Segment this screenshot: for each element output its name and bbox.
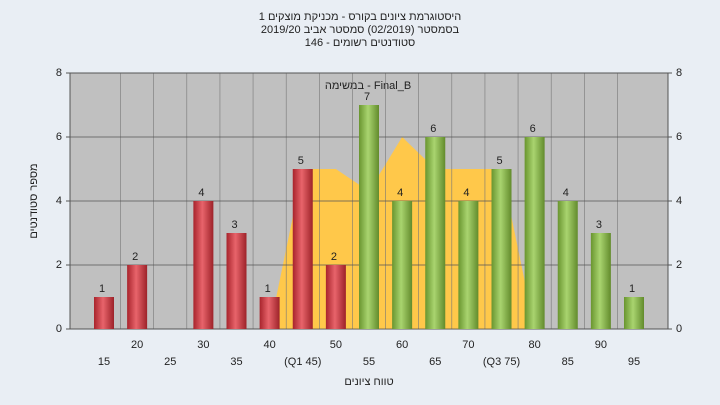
chart-title: היסטוגרמת ציונים בקורס - מכניקת מוצקים 1 <box>259 11 461 23</box>
bar <box>392 201 413 329</box>
data-label: 3 <box>596 219 602 231</box>
x-tick-label: 40 <box>264 339 276 351</box>
y-tick-label: 8 <box>56 67 62 79</box>
x-tick-label: 65 <box>429 356 441 368</box>
y2-tick-label: 0 <box>676 323 682 335</box>
y2-tick-label: 2 <box>676 259 682 271</box>
data-label: 7 <box>364 91 370 103</box>
x-tick-label: 20 <box>131 339 143 351</box>
x-tick-label: 80 <box>529 339 541 351</box>
bar <box>193 201 214 329</box>
bar <box>491 169 512 329</box>
x-tick-label: 35 <box>230 356 242 368</box>
x-tick-label: 70 <box>462 339 474 351</box>
y2-tick-label: 8 <box>676 67 682 79</box>
x-tick-label: 95 <box>628 356 640 368</box>
x-tick-label: (Q3 75) <box>483 356 520 368</box>
data-label: 6 <box>430 123 436 135</box>
bar <box>226 233 247 329</box>
y-tick-label: 2 <box>56 259 62 271</box>
data-label: 4 <box>463 187 469 199</box>
y-tick-label: 0 <box>56 323 62 335</box>
data-label: 5 <box>496 155 502 167</box>
data-label: 5 <box>298 155 304 167</box>
chart-subtitle: סטודנטים רשומים - 146 <box>305 37 416 49</box>
data-label: 1 <box>99 283 105 295</box>
x-tick-label: 15 <box>98 356 110 368</box>
x-tick-label: 50 <box>330 339 342 351</box>
data-label: 3 <box>231 219 237 231</box>
y-tick-label: 4 <box>56 195 62 207</box>
x-tick-label: 55 <box>363 356 375 368</box>
bar <box>524 137 545 329</box>
y2-tick-label: 6 <box>676 131 682 143</box>
x-axis-label: טווח ציונים <box>344 376 393 388</box>
x-tick-label: 25 <box>164 356 176 368</box>
data-label: 1 <box>629 283 635 295</box>
y-axis-label: מספר סטודנטים <box>28 163 40 238</box>
x-tick-label: (Q1 45) <box>284 356 321 368</box>
bar <box>557 201 578 329</box>
x-tick-label: 90 <box>595 339 607 351</box>
bar <box>624 297 644 329</box>
y2-tick-label: 4 <box>676 195 682 207</box>
x-tick-label: 30 <box>197 339 209 351</box>
chart-subtitle: בסמסטר (02/2019) סמסטר אביב 2019/20 <box>261 24 460 36</box>
bar <box>127 265 148 329</box>
bar <box>458 201 479 329</box>
bar <box>94 297 114 329</box>
bar <box>359 105 379 329</box>
data-label: 4 <box>397 187 403 199</box>
x-tick-label: 85 <box>562 356 574 368</box>
bar <box>425 137 446 329</box>
bar <box>590 233 611 329</box>
data-label: 6 <box>530 123 536 135</box>
bar <box>259 297 280 329</box>
y-tick-label: 6 <box>56 131 62 143</box>
data-label: 2 <box>331 251 337 263</box>
annotation: במשימה - Final_B <box>325 80 411 92</box>
data-label: 1 <box>265 283 271 295</box>
bar <box>292 169 313 329</box>
data-label: 4 <box>563 187 569 199</box>
data-label: 2 <box>132 251 138 263</box>
bar <box>325 265 346 329</box>
data-label: 4 <box>198 187 204 199</box>
x-tick-label: 60 <box>396 339 408 351</box>
